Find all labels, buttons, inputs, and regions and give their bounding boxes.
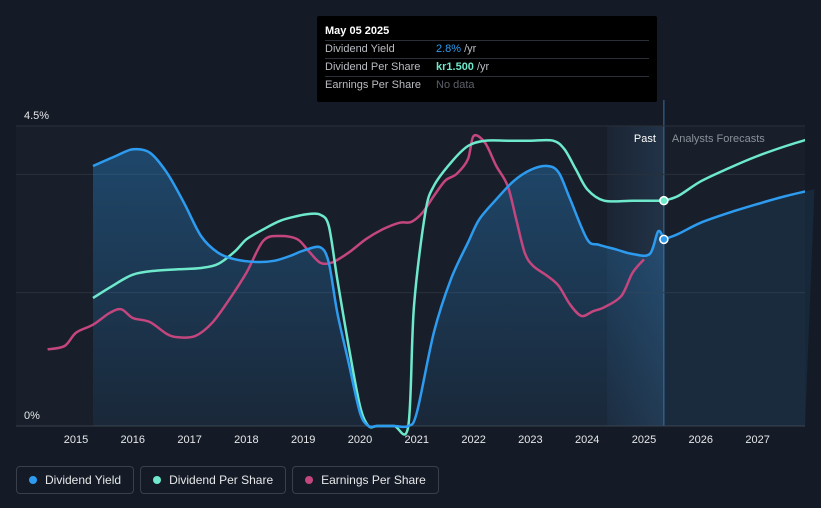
x-tick-label: 2020 [348,434,372,446]
marker-dividend-yield [659,234,669,245]
tooltip-label: Dividend Yield [325,43,395,55]
tooltip-row-dividend-per-share: Dividend Per Share kr1.500 /yr [325,58,649,76]
x-tick-label: 2015 [64,434,88,446]
tooltip-row-earnings-per-share: Earnings Per Share No data [325,76,649,94]
x-tick-label: 2022 [461,434,485,446]
tooltip-label: Earnings Per Share [325,79,421,91]
x-axis: 2015 2016 2017 2018 2019 2020 2021 2022 2023 2024… [64,434,770,446]
forecast-line-dividend-yield [663,190,805,241]
forecast-line-dividend-per-share [663,138,805,202]
y-tick-label-top: 4.5% [24,110,49,122]
chart-legend: Dividend Yield Dividend Per Share Earnin… [16,466,445,494]
legend-dot-icon [153,476,162,484]
tooltip-value: kr1.500 [436,61,474,73]
tooltip-unit: /yr [464,43,477,55]
x-tick-label: 2017 [177,434,201,446]
dividend-chart: 2015 2016 2017 2018 2019 2020 2021 2022 2023 2024… [16,100,815,446]
tooltip-label: Dividend Per Share [325,61,421,73]
legend-label: Dividend Yield [45,473,122,487]
tooltip-date: May 05 2025 [325,25,390,37]
dividend-yield-forecast-area [663,189,815,426]
x-tick-label: 2018 [234,434,258,446]
tooltip-value: No data [436,79,475,91]
series-lines [47,133,805,436]
legend-dot-icon [305,476,314,484]
legend-label: Earnings Per Share [321,473,426,487]
legend-label: Dividend Per Share [169,473,274,487]
hover-markers [659,195,669,245]
analysts-forecasts-label: Analysts Forecasts [672,133,765,145]
past-label: Past [634,133,656,145]
legend-dot-icon [29,476,37,484]
x-tick-label: 2023 [518,434,542,446]
x-tick-label: 2024 [575,434,599,446]
x-tick-label: 2016 [121,434,145,446]
legend-dividend-per-share[interactable]: Dividend Per Share [140,466,287,494]
dividend-yield-area [93,149,664,427]
y-tick-label-bottom: 0% [24,410,40,422]
tooltip-unit: /yr [476,61,490,73]
series-line-earnings-per-share [47,133,645,351]
x-tick-label: 2021 [405,434,429,446]
x-tick-label: 2027 [745,434,769,446]
marker-dividend-per-share [659,195,669,206]
tooltip-row-dividend-yield: Dividend Yield 2.8% /yr [325,40,649,58]
x-tick-label: 2019 [291,434,315,446]
legend-earnings-per-share[interactable]: Earnings Per Share [292,466,439,494]
data-tooltip: May 05 2025 Dividend Yield 2.8% /yr Divi… [317,16,657,102]
x-tick-label: 2025 [632,434,656,446]
series-line-dividend-yield [92,147,666,429]
tooltip-value: 2.8% [436,43,462,55]
x-tick-label: 2026 [689,434,713,446]
legend-dividend-yield[interactable]: Dividend Yield [16,466,135,494]
